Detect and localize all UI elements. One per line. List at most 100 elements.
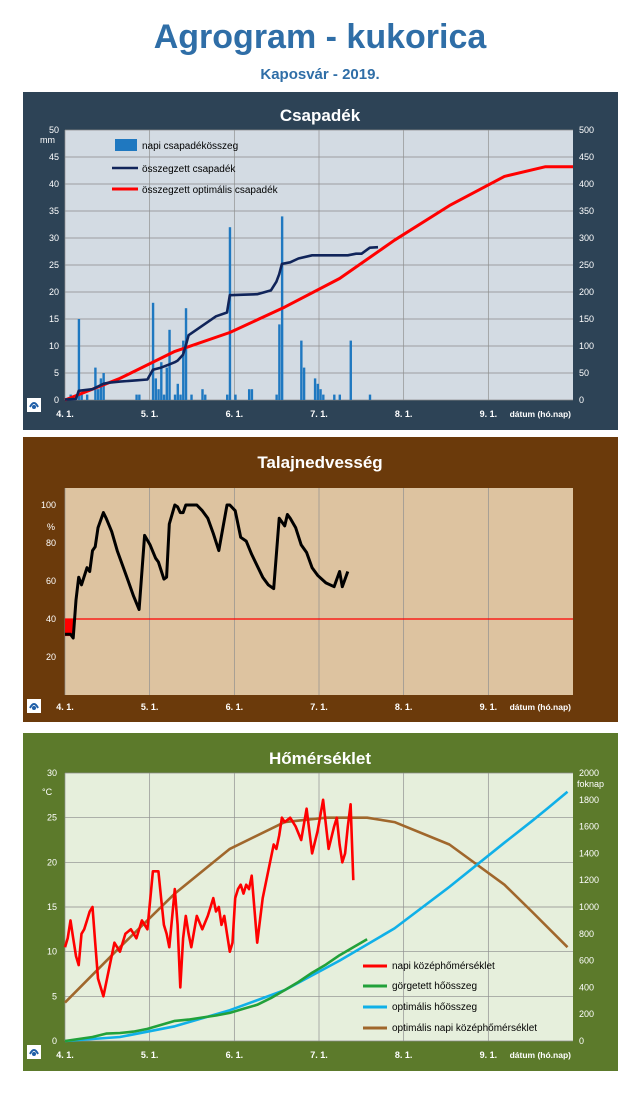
homerseklet-optimal-sum-line [64,790,569,1043]
csapadek-y-right-tick: 100 [579,341,594,351]
x-tick-label-csapadek: 8. 1. [395,409,413,419]
csapadek-daily-bar [368,394,372,400]
csapadek-y-right-tick: 0 [579,395,584,405]
talaj-y-unit: % [47,522,55,532]
homerseklet-y-unit: °C [42,787,53,797]
csapadek-y-left-tick: 50 [49,125,59,135]
omsz-logo-icon [27,398,41,412]
csapadek-daily-bar [333,394,336,400]
homerseklet-y-right-tick: 800 [579,929,594,939]
csapadek-y-unit: mm [40,135,55,145]
csapadek-daily-bar [80,394,83,400]
homerseklet-y-right-tick: 2000 [579,768,599,778]
csapadek-daily-bar [102,373,105,400]
csapadek-y-left-tick: 25 [49,260,59,270]
talaj-y-tick: 40 [46,614,56,624]
csapadek-daily-bar [319,389,322,400]
x-tick-label-csapadek: 6. 1. [226,409,244,419]
csapadek-daily-bar [184,308,188,400]
csapadek-daily-bar [349,340,352,400]
page-subtitle: Kaposvár - 2019. [260,66,380,83]
csapadek-daily-bar [190,394,193,400]
homerseklet-optimal-daily-line [64,816,569,1004]
csapadek-y-right-tick: 400 [579,179,594,189]
csapadek-daily-bar [165,367,168,400]
csapadek-y-left-tick: 20 [49,287,59,297]
x-tick-label-homerseklet: 7. 1. [310,1050,328,1060]
csapadek-y-left-tick: 30 [49,233,59,243]
talaj-y-tick: 20 [46,652,56,662]
x-axis-label-talaj: dátum (hó.nap) [510,702,572,712]
csapadek-y-right-tick: 200 [579,287,594,297]
x-tick-label-talaj: 5. 1. [141,702,159,712]
x-tick-label-talaj: 7. 1. [310,702,328,712]
omsz-logo-dot [32,1052,36,1056]
homerseklet-y-right-tick: 600 [579,956,594,966]
csapadek-daily-bar [99,378,103,400]
csapadek-y-left-tick: 0 [54,395,59,405]
talaj-moisture-line [65,503,350,640]
csapadek-cumulative-line [64,245,379,401]
csapadek-y-right-tick: 150 [579,314,594,324]
csapadek-daily-bar [138,394,141,400]
x-tick-label-talaj: 6. 1. [226,702,244,712]
x-tick-label-csapadek: 5. 1. [141,409,159,419]
talaj-y-tick: 100 [41,500,56,510]
x-tick-label-csapadek: 4. 1. [56,409,74,419]
csapadek-daily-bar [173,394,177,400]
talaj-y-tick: 80 [46,538,56,548]
x-tick-label-homerseklet: 4. 1. [56,1050,74,1060]
csapadek-daily-bar [85,394,89,400]
csapadek-y-right-tick: 50 [579,368,589,378]
homerseklet-y-right-tick: 1400 [579,848,599,858]
x-tick-label-csapadek: 7. 1. [310,409,328,419]
homerseklet-rolling-sum-line [64,938,368,1043]
omsz-logo-icon [27,699,41,713]
talaj-deficit-area [65,619,74,637]
homerseklet-y-right-tick: 1800 [579,795,599,805]
homerseklet-y-right-tick: 1200 [579,875,599,885]
x-tick-label-csapadek: 9. 1. [480,409,498,419]
csapadek-daily-bar [77,319,81,400]
homerseklet-y-right-tick: 1600 [579,822,599,832]
homerseklet-legend-label: görgetett hőösszeg [392,981,477,992]
csapadek-optimal-cumulative-line [64,165,573,402]
talaj-title: Talajnedvesség [257,453,382,472]
csapadek-legend-label: összegzett csapadék [142,164,236,175]
csapadek-daily-bar [275,394,278,400]
x-axis-label-csapadek: dátum (hó.nap) [510,409,572,419]
csapadek-daily-bar [226,394,229,400]
homerseklet-y-right-tick: 200 [579,1009,594,1019]
csapadek-daily-bar [234,394,237,400]
talaj-y-tick: 60 [46,576,56,586]
csapadek-daily-bar [182,340,185,400]
csapadek-daily-bar [278,324,281,400]
homerseklet-y-left-tick: 30 [47,768,57,778]
x-tick-label-talaj: 4. 1. [56,702,74,712]
csapadek-y-left-tick: 35 [49,206,59,216]
csapadek-legend-label: napi csapadékösszeg [142,141,238,152]
homerseklet-y-left-tick: 10 [47,947,57,957]
homerseklet-y-right-tick: 1000 [579,902,599,912]
omsz-logo-swoosh [29,703,39,709]
homerseklet-legend-label: optimális napi középhőmérséklet [392,1023,537,1034]
csapadek-daily-bar [162,394,166,400]
csapadek-daily-bar [250,389,254,400]
csapadek-y-right-tick: 350 [579,206,594,216]
csapadek-daily-bar [247,389,251,400]
csapadek-daily-bar [302,367,306,400]
csapadek-y-left-tick: 5 [54,368,59,378]
csapadek-daily-bar [316,383,320,400]
csapadek-daily-bar [94,367,97,400]
csapadek-title: Csapadék [280,106,361,125]
csapadek-y-left-tick: 40 [49,179,59,189]
csapadek-daily-bar [201,389,204,400]
x-tick-label-homerseklet: 9. 1. [480,1050,498,1060]
csapadek-y-left-tick: 15 [49,314,59,324]
homerseklet-y-left-tick: 0 [52,1036,57,1046]
csapadek-daily-bar [154,378,158,400]
csapadek-daily-bar [135,394,138,400]
csapadek-daily-bar [300,340,303,400]
homerseklet-legend-label: optimális hőösszeg [392,1002,477,1013]
homerseklet-daily-temp-line [63,798,355,998]
